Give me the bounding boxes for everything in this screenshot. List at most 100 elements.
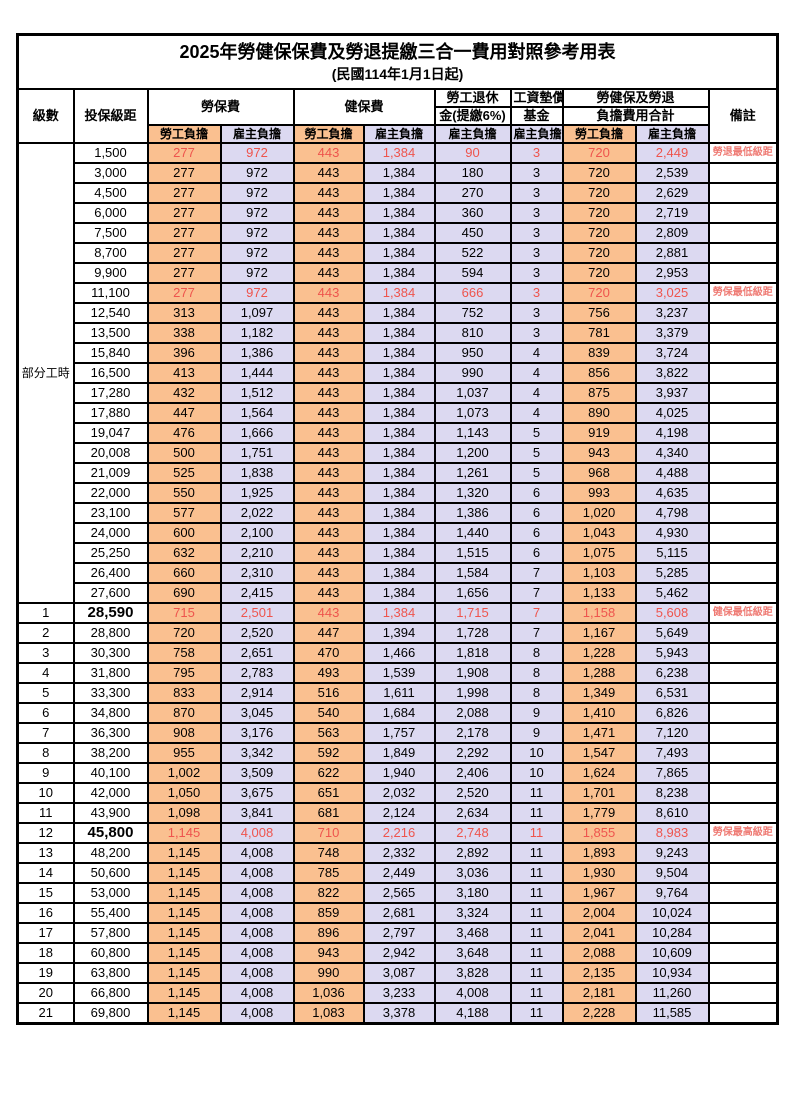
labor-employer-cell: 1,444 xyxy=(219,362,295,384)
total-employee-cell: 1,547 xyxy=(561,742,637,764)
health-employee-cell: 710 xyxy=(292,822,365,844)
bracket-cell: 55,400 xyxy=(72,902,149,924)
labor-employee-cell: 1,145 xyxy=(146,1002,222,1025)
health-employer-cell: 1,384 xyxy=(362,422,436,444)
total-employee-cell: 1,967 xyxy=(561,882,637,904)
labor-employee-cell: 432 xyxy=(146,382,222,404)
total-employee-cell: 1,779 xyxy=(561,802,637,824)
health-employee-cell: 443 xyxy=(292,422,365,444)
table-row: 27,600 690 2,415 443 1,384 1,656 7 1,133 5,462 xyxy=(18,582,779,604)
table-row: 12 45,800 1,145 4,008 710 2,216 2,748 11 1,855 8,… xyxy=(16,822,779,844)
header-wage-fund-line2: 基金 xyxy=(509,106,564,126)
table-row: 1 28,590 715 2,501 443 1,384 1,715 7 1,158 5,608 健… xyxy=(16,602,779,624)
total-employer-cell: 2,881 xyxy=(634,242,710,264)
bracket-cell: 6,000 xyxy=(72,202,149,224)
labor-employer-cell: 4,008 xyxy=(219,882,295,904)
labor-employer-cell: 2,520 xyxy=(219,622,295,644)
labor-employee-cell: 1,050 xyxy=(146,782,222,804)
remark-cell xyxy=(707,762,779,784)
level-cell: 9 xyxy=(16,762,75,784)
remark-cell xyxy=(707,582,779,604)
labor-employer-cell: 1,751 xyxy=(219,442,295,464)
fund-employer-cell: 11 xyxy=(509,862,564,884)
total-employee-cell: 720 xyxy=(561,282,637,304)
bracket-cell: 26,400 xyxy=(72,562,149,584)
labor-employer-cell: 3,176 xyxy=(219,722,295,744)
pension-employer-cell: 990 xyxy=(433,362,512,384)
pension-employer-cell: 752 xyxy=(433,302,512,324)
fund-employer-cell: 11 xyxy=(509,962,564,984)
health-employee-cell: 443 xyxy=(292,382,365,404)
labor-employer-cell: 2,914 xyxy=(219,682,295,704)
total-employee-cell: 1,020 xyxy=(561,502,637,524)
health-employee-cell: 443 xyxy=(292,582,365,604)
health-employer-cell: 1,384 xyxy=(362,582,436,604)
health-employer-cell: 1,384 xyxy=(362,602,436,624)
labor-employee-cell: 577 xyxy=(146,502,222,524)
labor-employee-cell: 277 xyxy=(146,222,222,244)
pension-employer-cell: 360 xyxy=(433,202,512,224)
table-row: 14 50,600 1,145 4,008 785 2,449 3,036 11 1,930 9,… xyxy=(16,862,779,884)
fund-employer-cell: 6 xyxy=(509,542,564,564)
health-employee-cell: 681 xyxy=(292,802,365,824)
header-fund-employer: 雇主負擔 xyxy=(509,124,564,144)
pension-employer-cell: 1,715 xyxy=(433,602,512,624)
pension-employer-cell: 3,828 xyxy=(433,962,512,984)
health-employer-cell: 1,384 xyxy=(362,242,436,264)
total-employer-cell: 10,024 xyxy=(634,902,710,924)
health-employee-cell: 443 xyxy=(292,502,365,524)
remark-cell xyxy=(707,782,779,804)
total-employee-cell: 2,135 xyxy=(561,962,637,984)
level-cell: 14 xyxy=(16,862,75,884)
labor-employee-cell: 660 xyxy=(146,562,222,584)
labor-employer-cell: 1,386 xyxy=(219,342,295,364)
total-employer-cell: 5,943 xyxy=(634,642,710,664)
table-row: 25,250 632 2,210 443 1,384 1,515 6 1,075 5,115 xyxy=(18,542,779,564)
remark-cell xyxy=(707,1002,779,1025)
health-employee-cell: 943 xyxy=(292,942,365,964)
fund-employer-cell: 3 xyxy=(509,242,564,264)
remark-cell xyxy=(707,462,779,484)
health-employee-cell: 785 xyxy=(292,862,365,884)
bracket-cell: 60,800 xyxy=(72,942,149,964)
labor-employer-cell: 1,666 xyxy=(219,422,295,444)
labor-employer-cell: 4,008 xyxy=(219,842,295,864)
total-employer-cell: 9,243 xyxy=(634,842,710,864)
labor-employee-cell: 715 xyxy=(146,602,222,624)
labor-employee-cell: 955 xyxy=(146,742,222,764)
fund-employer-cell: 11 xyxy=(509,882,564,904)
total-employer-cell: 4,930 xyxy=(634,522,710,544)
health-employer-cell: 1,384 xyxy=(362,502,436,524)
bracket-cell: 7,500 xyxy=(72,222,149,244)
remark-cell xyxy=(707,382,779,404)
total-employer-cell: 10,934 xyxy=(634,962,710,984)
pension-employer-cell: 1,200 xyxy=(433,442,512,464)
bracket-cell: 13,500 xyxy=(72,322,149,344)
fund-employer-cell: 6 xyxy=(509,482,564,504)
labor-employee-cell: 758 xyxy=(146,642,222,664)
labor-employer-cell: 1,097 xyxy=(219,302,295,324)
labor-employee-cell: 720 xyxy=(146,622,222,644)
health-employee-cell: 443 xyxy=(292,402,365,424)
total-employee-cell: 1,133 xyxy=(561,582,637,604)
total-employee-cell: 1,043 xyxy=(561,522,637,544)
bracket-cell: 11,100 xyxy=(72,282,149,304)
health-employer-cell: 1,849 xyxy=(362,742,436,764)
header-row-sublabels: 勞工負擔 雇主負擔 勞工負擔 雇主負擔 雇主負擔 雇主負擔 勞工負擔 雇主負擔 xyxy=(18,124,778,144)
fund-employer-cell: 7 xyxy=(509,622,564,644)
health-employer-cell: 2,124 xyxy=(362,802,436,824)
health-employer-cell: 1,384 xyxy=(362,442,436,464)
pension-employer-cell: 2,292 xyxy=(433,742,512,764)
bracket-cell: 66,800 xyxy=(72,982,149,1004)
remark-cell xyxy=(707,982,779,1004)
pension-employer-cell: 1,656 xyxy=(433,582,512,604)
table-row: 13 48,200 1,145 4,008 748 2,332 2,892 11 1,893 9,… xyxy=(16,842,779,864)
total-employee-cell: 720 xyxy=(561,222,637,244)
total-employee-cell: 720 xyxy=(561,202,637,224)
bracket-cell: 38,200 xyxy=(72,742,149,764)
bracket-cell: 30,300 xyxy=(72,642,149,664)
labor-employee-cell: 277 xyxy=(146,242,222,264)
total-employer-cell: 10,609 xyxy=(634,942,710,964)
health-employee-cell: 443 xyxy=(292,442,365,464)
health-employer-cell: 1,384 xyxy=(362,142,436,164)
